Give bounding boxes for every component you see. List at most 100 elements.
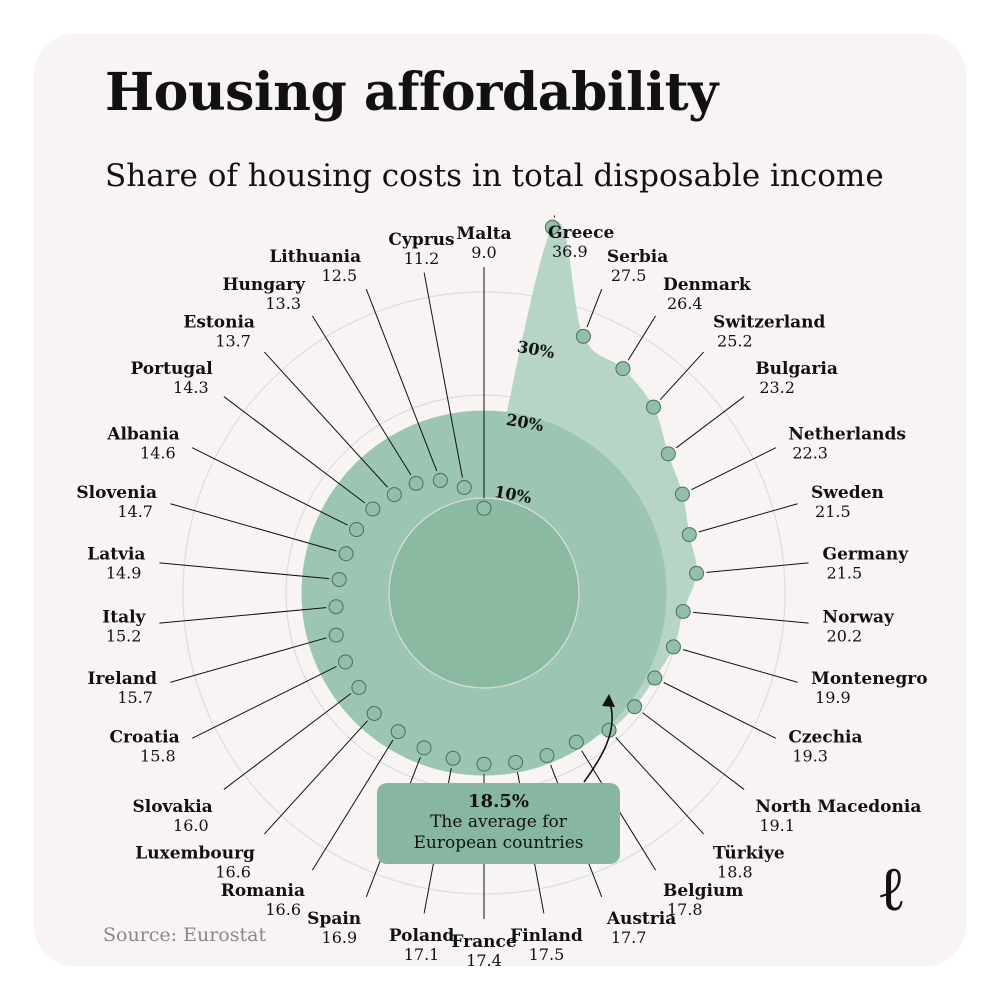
category-label-9: Norway bbox=[823, 607, 895, 627]
value-label-13: 18.8 bbox=[717, 862, 753, 881]
value-label-15: 17.7 bbox=[611, 928, 647, 947]
data-point-21 bbox=[366, 705, 382, 721]
value-label-19: 16.9 bbox=[322, 928, 358, 947]
category-label-20: Romania bbox=[221, 881, 305, 901]
category-label-29: Portugal bbox=[130, 359, 213, 379]
data-point-32 bbox=[432, 472, 448, 488]
data-point-15 bbox=[539, 748, 555, 764]
value-label-24: 15.7 bbox=[117, 688, 153, 707]
category-label-23: Croatia bbox=[109, 728, 179, 748]
leader-line-20 bbox=[311, 739, 394, 871]
data-point-26 bbox=[331, 572, 347, 588]
category-label-16: Finland bbox=[510, 926, 583, 946]
value-label-28: 14.6 bbox=[140, 443, 176, 462]
data-point-6 bbox=[674, 486, 690, 502]
category-label-6: Netherlands bbox=[788, 424, 906, 444]
leader-line-4 bbox=[659, 351, 704, 401]
value-label-6: 22.3 bbox=[792, 443, 828, 462]
data-point-2 bbox=[575, 328, 591, 344]
category-label-21: Luxembourg bbox=[135, 843, 255, 863]
category-label-0: Malta bbox=[456, 224, 511, 244]
value-label-16: 17.5 bbox=[529, 945, 565, 964]
data-point-9 bbox=[675, 603, 691, 619]
value-label-2: 27.5 bbox=[611, 266, 647, 285]
leader-line-3 bbox=[627, 315, 657, 361]
value-label-9: 20.2 bbox=[827, 626, 863, 645]
category-label-30: Estonia bbox=[183, 313, 255, 333]
leader-line-22 bbox=[223, 693, 352, 790]
value-label-21: 16.6 bbox=[215, 862, 251, 881]
average-text-line1: The average for bbox=[430, 812, 567, 832]
data-point-8 bbox=[689, 565, 705, 581]
value-label-4: 25.2 bbox=[717, 332, 753, 351]
value-label-3: 26.4 bbox=[667, 294, 703, 313]
value-label-29: 14.3 bbox=[173, 378, 209, 397]
data-point-5 bbox=[660, 446, 676, 462]
leader-line-27 bbox=[170, 503, 337, 552]
data-point-29 bbox=[365, 501, 381, 517]
data-point-14 bbox=[568, 734, 584, 750]
category-label-12: North Macedonia bbox=[755, 797, 921, 817]
data-point-25 bbox=[328, 599, 344, 615]
average-text-line2: European countries bbox=[413, 833, 584, 853]
leader-line-33 bbox=[423, 272, 463, 478]
value-label-22: 16.0 bbox=[173, 816, 209, 835]
category-label-15: Austria bbox=[606, 909, 676, 929]
category-label-22: Slovakia bbox=[132, 797, 212, 817]
leader-line-12 bbox=[642, 712, 745, 790]
leader-line-26 bbox=[159, 562, 330, 580]
average-arrow bbox=[583, 699, 613, 783]
value-label-20: 16.6 bbox=[265, 900, 301, 919]
category-label-10: Montenegro bbox=[811, 669, 928, 689]
leader-line-10 bbox=[682, 649, 798, 683]
value-label-5: 23.2 bbox=[759, 378, 795, 397]
value-label-32: 12.5 bbox=[322, 266, 358, 285]
source-note: Source: Eurostat bbox=[103, 924, 267, 946]
value-label-26: 14.9 bbox=[106, 564, 142, 583]
value-label-0: 9.0 bbox=[471, 243, 496, 262]
category-label-3: Denmark bbox=[663, 275, 752, 295]
category-label-7: Sweden bbox=[811, 483, 884, 503]
data-point-7 bbox=[681, 527, 697, 543]
category-label-33: Cyprus bbox=[388, 230, 454, 250]
data-point-17 bbox=[476, 756, 492, 772]
value-label-33: 11.2 bbox=[404, 249, 440, 268]
data-point-24 bbox=[328, 627, 344, 643]
value-label-18: 17.1 bbox=[404, 945, 440, 964]
category-label-32: Lithuania bbox=[269, 247, 361, 267]
data-point-1 bbox=[544, 219, 560, 235]
category-label-11: Czechia bbox=[788, 728, 862, 748]
leader-line-11 bbox=[663, 682, 777, 739]
value-label-27: 14.7 bbox=[117, 502, 153, 521]
value-label-1: 36.9 bbox=[552, 242, 588, 261]
leader-line-2 bbox=[586, 288, 603, 328]
leader-line-29 bbox=[223, 396, 366, 504]
data-point-19 bbox=[416, 740, 432, 756]
leader-line-30 bbox=[264, 351, 388, 488]
leader-line-6 bbox=[691, 447, 777, 491]
inner-circle-10 bbox=[389, 498, 579, 688]
leader-line-32 bbox=[365, 288, 438, 472]
leader-line-5 bbox=[675, 396, 745, 449]
category-label-4: Switzerland bbox=[713, 313, 825, 333]
category-label-2: Serbia bbox=[607, 247, 668, 267]
data-point-0 bbox=[476, 500, 492, 516]
leader-line-28 bbox=[191, 447, 348, 526]
leader-line-9 bbox=[693, 611, 809, 624]
data-point-10 bbox=[665, 639, 681, 655]
data-point-4 bbox=[645, 399, 661, 415]
value-label-30: 13.7 bbox=[215, 332, 251, 351]
category-label-18: Poland bbox=[389, 926, 454, 946]
chart-title: Housing affordability bbox=[105, 62, 718, 123]
category-label-17: France bbox=[451, 932, 516, 952]
category-label-1: Greece bbox=[548, 223, 614, 243]
category-label-14: Belgium bbox=[663, 881, 743, 901]
average-value: 18.5% bbox=[468, 791, 529, 812]
category-label-27: Slovenia bbox=[76, 483, 157, 503]
leader-line-25 bbox=[159, 607, 327, 624]
leader-line-24 bbox=[170, 637, 327, 683]
data-point-3 bbox=[615, 361, 631, 377]
data-point-23 bbox=[337, 654, 353, 670]
value-label-12: 19.1 bbox=[759, 816, 795, 835]
category-label-5: Bulgaria bbox=[755, 359, 838, 379]
